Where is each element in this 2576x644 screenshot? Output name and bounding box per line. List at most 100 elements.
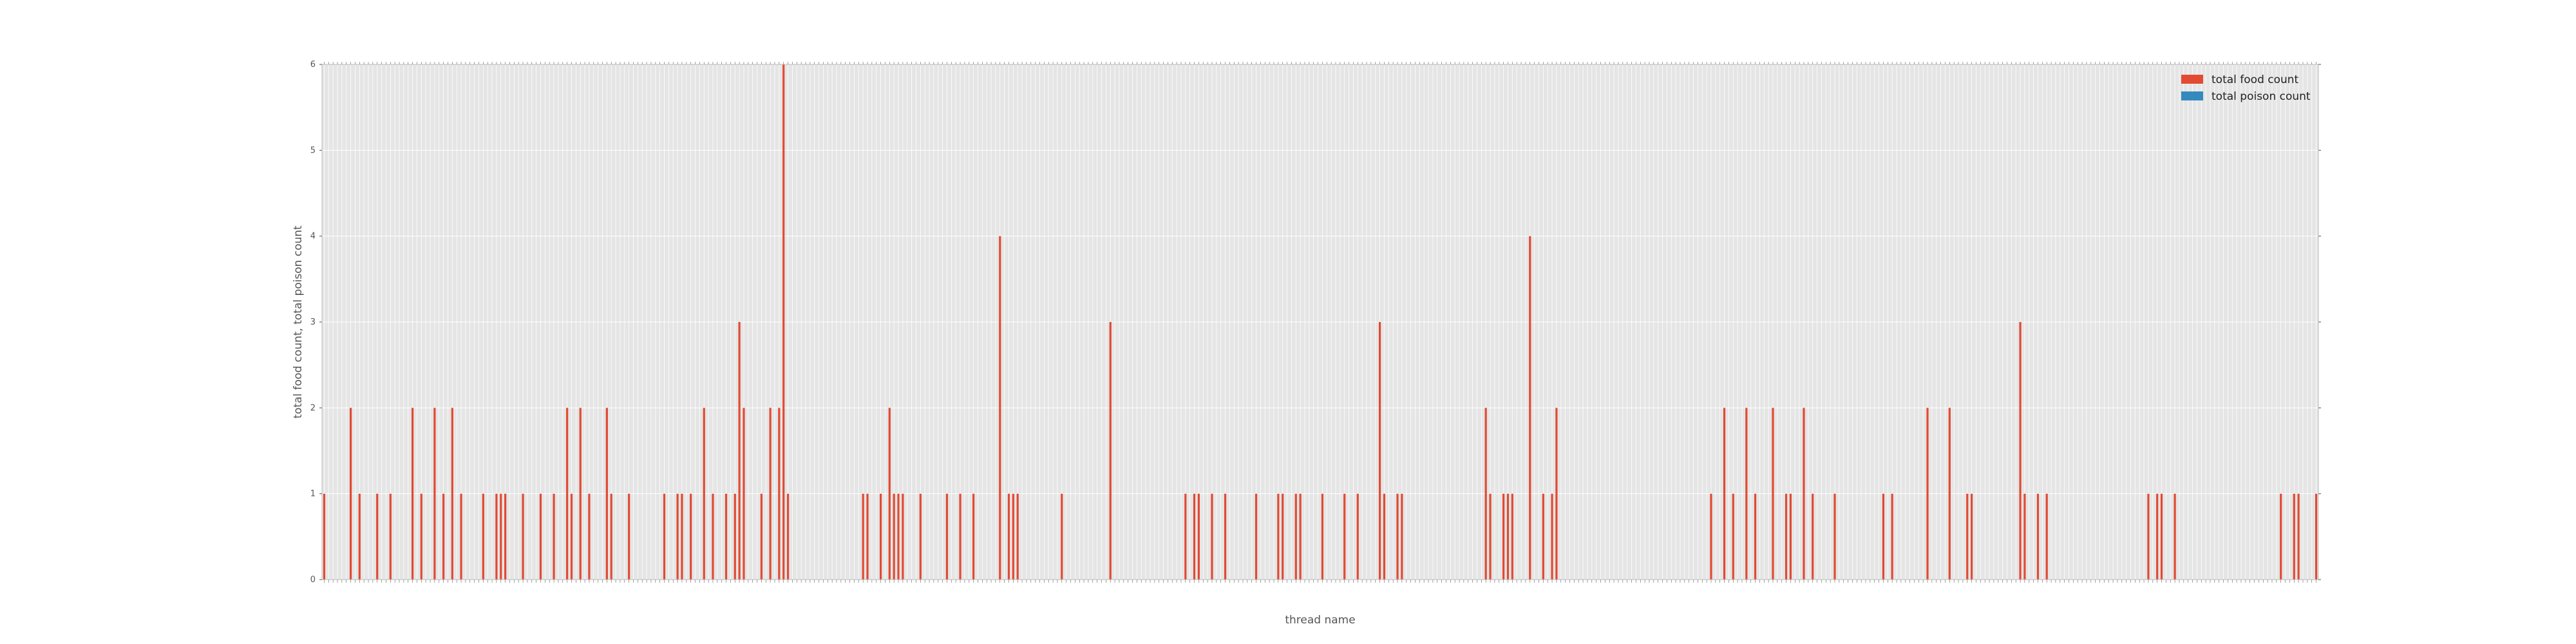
- bar-food: [782, 64, 785, 580]
- y-tick-label: 4: [310, 232, 316, 242]
- bar-food: [760, 493, 763, 580]
- y-tick-label: 1: [310, 489, 316, 499]
- bar-food: [1356, 493, 1359, 580]
- bar-food: [703, 408, 705, 580]
- bars: [323, 64, 2318, 580]
- bar-food: [1754, 493, 1757, 580]
- bar-food: [1396, 493, 1399, 580]
- bar-food: [972, 493, 975, 580]
- bar-food: [866, 493, 869, 580]
- bar-food: [893, 493, 895, 580]
- bar-food: [570, 493, 573, 580]
- y-tick-label: 2: [310, 403, 316, 413]
- bar-food: [1732, 493, 1734, 580]
- bar-food: [1511, 493, 1513, 580]
- bar-food: [2023, 493, 2026, 580]
- legend-swatch-poison: [2181, 91, 2203, 100]
- bar-food: [2297, 493, 2300, 580]
- bar-food: [522, 493, 524, 580]
- bar-food: [1710, 493, 1712, 580]
- bar-food: [1948, 408, 1951, 580]
- bar-food: [2019, 322, 2022, 580]
- bar-food: [1184, 493, 1187, 580]
- bar-food: [2156, 493, 2159, 580]
- bar-food: [1321, 493, 1324, 580]
- bar-food: [786, 493, 790, 580]
- bar-food: [323, 493, 326, 580]
- legend-swatch-food: [2181, 75, 2203, 84]
- bar-food: [879, 493, 882, 580]
- bar-food: [724, 493, 728, 580]
- bar-food: [1529, 236, 1531, 580]
- bar-food: [566, 408, 569, 580]
- bar-food: [862, 493, 864, 580]
- x-axis: [324, 62, 2316, 583]
- bar-food: [1282, 493, 1284, 580]
- bar-food: [628, 493, 630, 580]
- bar-food: [1502, 493, 1505, 580]
- bar-food: [451, 408, 453, 580]
- bar-food: [1971, 493, 1973, 580]
- bar-food: [1211, 493, 1213, 580]
- bar-food: [2045, 493, 2048, 580]
- bar-food: [897, 493, 900, 580]
- legend-label-poison: total poison count: [2211, 90, 2311, 103]
- bar-food: [460, 493, 462, 580]
- bar-food: [888, 408, 891, 580]
- bar-food: [1193, 493, 1196, 580]
- y-tick-label: 0: [310, 575, 316, 585]
- bar-food: [959, 493, 961, 580]
- legend-label-food: total food count: [2211, 73, 2299, 86]
- bar-food: [681, 493, 683, 580]
- bar-food: [769, 408, 772, 580]
- bar-food: [778, 408, 781, 580]
- y-axis: 0 1 2 3 4 5 6: [310, 60, 2321, 585]
- bar-food: [676, 493, 679, 580]
- bar-food: [500, 493, 502, 580]
- bar-food: [433, 408, 436, 580]
- y-tick-label: 3: [310, 317, 316, 327]
- bar-food: [999, 236, 1001, 580]
- bar-food: [495, 493, 498, 580]
- bar-food: [1343, 493, 1346, 580]
- bar-food: [605, 408, 608, 580]
- bar-food: [389, 493, 392, 580]
- bar-food: [919, 493, 922, 580]
- bar-food: [358, 493, 361, 580]
- bar-food: [2036, 493, 2040, 580]
- bar-food: [1789, 493, 1792, 580]
- bar-food: [712, 493, 714, 580]
- bar-food: [2147, 493, 2150, 580]
- bar-food: [2293, 493, 2295, 580]
- bar-food: [2160, 493, 2163, 580]
- bar-food: [1378, 322, 1381, 580]
- bar-food: [1016, 493, 1019, 580]
- bar-food: [1891, 493, 1893, 580]
- bar-food: [1277, 493, 1280, 580]
- bar-food: [1542, 493, 1544, 580]
- bar-food: [1012, 493, 1014, 580]
- bar-food: [579, 408, 582, 580]
- bar-food: [442, 493, 445, 580]
- bar-food: [1197, 493, 1200, 580]
- bar-food: [2280, 493, 2282, 580]
- bar-food: [1383, 493, 1386, 580]
- bar-food: [1785, 493, 1788, 580]
- bar-food: [588, 493, 591, 580]
- y-tick-label: 5: [310, 146, 316, 155]
- bar-food: [539, 493, 542, 580]
- bar-food: [504, 493, 507, 580]
- bar-food: [743, 408, 745, 580]
- bar-food: [1745, 408, 1748, 580]
- x-axis-label: thread name: [1285, 614, 1355, 627]
- bar-food: [1551, 493, 1553, 580]
- bar-food: [610, 493, 612, 580]
- bar-food: [1061, 493, 1063, 580]
- bar-food: [1555, 408, 1558, 580]
- bar-food: [1966, 493, 1969, 580]
- bar-food: [1255, 493, 1258, 580]
- bar-food: [2315, 493, 2318, 580]
- bar-food: [1294, 493, 1297, 580]
- y-axis-label: total food count, total poison count: [292, 225, 305, 419]
